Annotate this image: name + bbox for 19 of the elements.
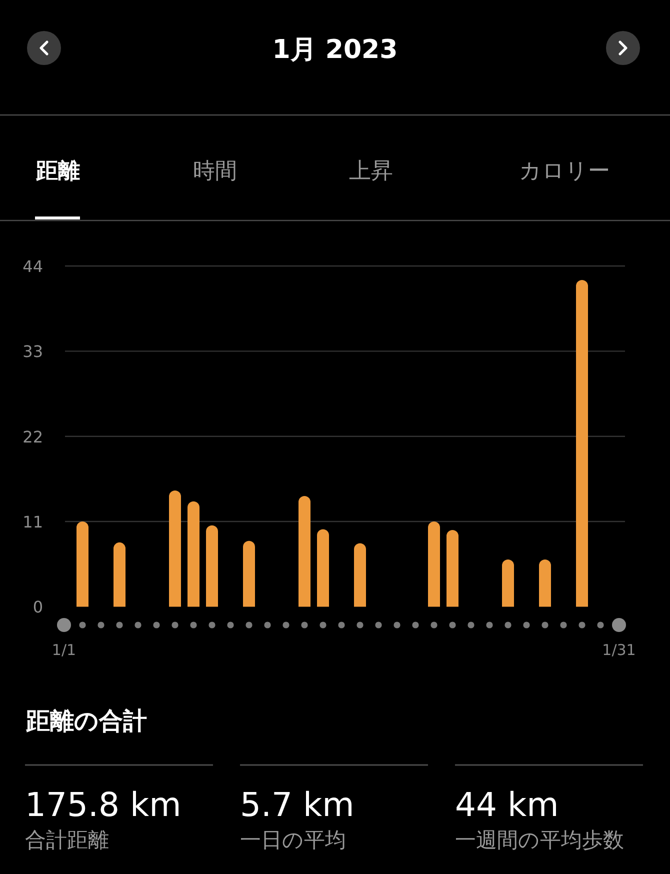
- stat-label: 合計距離: [25, 828, 109, 852]
- y-tick-label: 33: [22, 342, 43, 362]
- y-tick-label: 11: [22, 512, 43, 532]
- stat-label: 一日の平均: [240, 828, 346, 852]
- card-title: 距離の合計: [26, 707, 147, 735]
- y-tick-label: 44: [22, 257, 43, 276]
- x-tick-label: 1/1: [52, 641, 76, 659]
- stat-value: 5.7 km: [240, 785, 354, 824]
- y-tick-label: 22: [22, 427, 43, 446]
- stat-label: 一週間の平均歩数: [455, 828, 624, 852]
- tab-label: 上昇: [349, 159, 393, 184]
- chart-title: 1月 2023: [272, 35, 398, 65]
- tab-label: 距離: [36, 159, 80, 184]
- tab-label: 時間: [193, 159, 237, 184]
- stat-value: 44 km: [455, 785, 559, 824]
- stat-value: 175.8 km: [25, 785, 182, 824]
- y-tick-label: 0: [32, 598, 43, 617]
- tab-label: カロリー: [519, 159, 610, 184]
- x-tick-label: 1/31: [602, 641, 636, 659]
